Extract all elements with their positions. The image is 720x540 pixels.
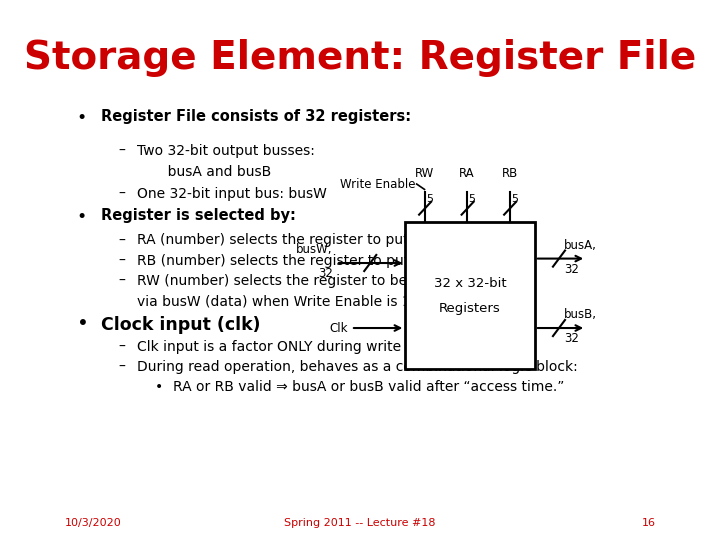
Text: One 32-bit input bus: busW: One 32-bit input bus: busW [137,187,327,201]
Text: Registers: Registers [439,302,501,315]
Text: During read operation, behaves as a combinational logic block:: During read operation, behaves as a comb… [137,360,577,374]
Text: –: – [119,360,126,374]
Text: –: – [119,254,126,268]
Text: busA,: busA, [564,239,597,252]
Text: –: – [119,340,126,354]
Text: RW (number) selects the register to be  written: RW (number) selects the register to be w… [137,274,465,288]
Text: RA or RB valid ⇒ busA or busB valid after “access time.”: RA or RB valid ⇒ busA or busB valid afte… [173,380,564,394]
Text: Spring 2011 -- Lecture #18: Spring 2011 -- Lecture #18 [284,518,436,528]
Text: via busW (data) when Write Enable is 1: via busW (data) when Write Enable is 1 [137,295,410,309]
Text: 32 x 32-bit: 32 x 32-bit [433,277,506,290]
Text: Clk input is a factor ONLY during write operation: Clk input is a factor ONLY during write … [137,340,472,354]
Text: 10/3/2020: 10/3/2020 [65,518,121,528]
Text: busW,: busW, [297,243,333,256]
Text: RA: RA [459,167,475,180]
Text: busB,: busB, [564,308,597,321]
Text: 5: 5 [468,194,475,204]
Text: •: • [76,314,89,333]
Text: 32: 32 [318,267,333,280]
Text: 5: 5 [511,194,518,204]
Text: RB: RB [501,167,518,180]
Text: RW: RW [415,167,434,180]
Text: Clock input (clk): Clock input (clk) [101,316,260,334]
Text: –: – [119,274,126,288]
Text: Register File consists of 32 registers:: Register File consists of 32 registers: [101,109,411,124]
Text: 5: 5 [426,194,433,204]
Text: Write Enable: Write Enable [340,178,415,191]
Text: RA (number) selects the register to put on busA (data): RA (number) selects the register to put … [137,233,516,247]
Text: –: – [119,233,126,247]
Text: busA and busB: busA and busB [137,165,271,179]
Text: 16: 16 [642,518,655,528]
Text: Storage Element: Register File: Storage Element: Register File [24,39,696,77]
Text: –: – [119,187,126,201]
Text: •: • [155,380,163,394]
Bar [405,221,535,369]
Text: •: • [76,208,87,226]
Text: –: – [119,144,126,158]
Text: RB (number) selects the register to put on busB (data): RB (number) selects the register to put … [137,254,516,268]
Text: Register is selected by:: Register is selected by: [101,208,296,223]
Text: 32: 32 [564,263,579,276]
Text: 32: 32 [564,332,579,345]
Text: Clk: Clk [330,321,348,334]
Text: Two 32-bit output busses:: Two 32-bit output busses: [137,144,315,158]
Text: •: • [76,109,87,127]
